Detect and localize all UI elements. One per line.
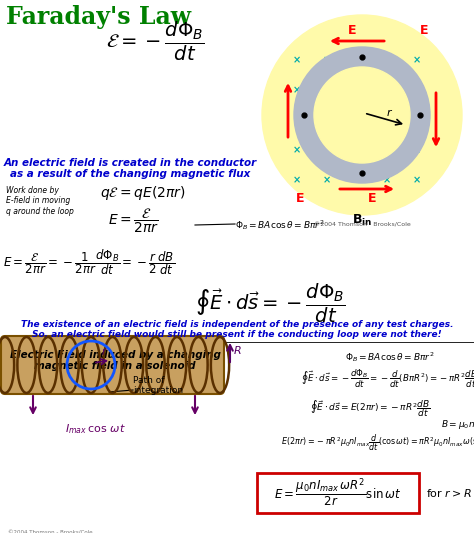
Circle shape	[314, 67, 410, 163]
Text: Electric Field induced by a changing: Electric Field induced by a changing	[9, 350, 220, 360]
Text: ×: ×	[323, 115, 331, 125]
Text: $R$: $R$	[233, 344, 242, 356]
Text: ×: ×	[293, 55, 301, 65]
Text: $q\mathcal{E} = qE(2\pi r)$: $q\mathcal{E} = qE(2\pi r)$	[100, 184, 186, 202]
Text: $\Phi_B = BA\cos\theta = B\pi r^2$: $\Phi_B = BA\cos\theta = B\pi r^2$	[345, 350, 435, 364]
Text: $r$: $r$	[386, 107, 393, 118]
Text: ×: ×	[353, 115, 361, 125]
Text: ×: ×	[413, 85, 421, 95]
Text: ×: ×	[293, 175, 301, 185]
Text: ×: ×	[383, 115, 391, 125]
Text: ×: ×	[353, 145, 361, 155]
Text: $\mathcal{E} = -\dfrac{d\Phi_B}{dt}$: $\mathcal{E} = -\dfrac{d\Phi_B}{dt}$	[106, 20, 204, 63]
Text: ×: ×	[383, 55, 391, 65]
Text: $E = \dfrac{\mathcal{E}}{2\pi r} = -\dfrac{1}{2\pi r}\dfrac{d\Phi_B}{dt} = -\dfr: $E = \dfrac{\mathcal{E}}{2\pi r} = -\dfr…	[3, 247, 175, 277]
FancyBboxPatch shape	[257, 473, 419, 513]
FancyBboxPatch shape	[1, 336, 224, 394]
Text: ×: ×	[383, 145, 391, 155]
Circle shape	[262, 15, 462, 215]
Text: ×: ×	[323, 175, 331, 185]
Text: for $r > R$: for $r > R$	[426, 487, 472, 499]
Text: $I_{max}\,\cos\,\omega t$: $I_{max}\,\cos\,\omega t$	[65, 422, 126, 436]
Text: ×: ×	[413, 55, 421, 65]
Text: ×: ×	[323, 55, 331, 65]
Text: Work done by
E-field in moving
q around the loop: Work done by E-field in moving q around …	[6, 186, 74, 216]
Text: $\mathbf{B_{in}}$: $\mathbf{B_{in}}$	[352, 213, 372, 228]
Text: ×: ×	[293, 115, 301, 125]
Text: ×: ×	[383, 85, 391, 95]
Text: E: E	[368, 192, 376, 206]
Text: ×: ×	[413, 175, 421, 185]
Text: $E = \dfrac{\mu_0 n I_{max}\,\omega R^2}{2r}\sin\omega t$: $E = \dfrac{\mu_0 n I_{max}\,\omega R^2}…	[274, 477, 402, 509]
Text: $r$: $r$	[101, 346, 107, 357]
Text: ×: ×	[413, 145, 421, 155]
Text: ×: ×	[323, 85, 331, 95]
Text: ©2004 Thomson - Brooks/Cole: ©2004 Thomson - Brooks/Cole	[8, 530, 92, 533]
Text: The existence of an electric field is independent of the presence of any test ch: The existence of an electric field is in…	[21, 320, 453, 329]
Text: ×: ×	[353, 55, 361, 65]
Text: Path of
integration: Path of integration	[133, 376, 183, 395]
Text: So, an electric field would still be present if the conducting loop were not the: So, an electric field would still be pre…	[32, 330, 442, 339]
Text: ×: ×	[413, 115, 421, 125]
Text: ×: ×	[323, 145, 331, 155]
Text: ×: ×	[383, 175, 391, 185]
Text: $E = \dfrac{\mathcal{E}}{2\pi r}$: $E = \dfrac{\mathcal{E}}{2\pi r}$	[108, 207, 159, 236]
Text: as a result of the changing magnetic flux: as a result of the changing magnetic flu…	[10, 169, 250, 179]
Text: ×: ×	[293, 85, 301, 95]
Text: $E(2\pi r) = -\pi R^2\mu_0 nI_{max}\dfrac{d}{dt}(\cos\omega t) = \pi R^2\mu_0 nI: $E(2\pi r) = -\pi R^2\mu_0 nI_{max}\dfra…	[281, 432, 474, 453]
Text: ×: ×	[353, 85, 361, 95]
Text: E: E	[348, 25, 356, 37]
Circle shape	[294, 47, 430, 183]
Text: $\Phi_B = BA\cos\theta = B\pi r^2$: $\Phi_B = BA\cos\theta = B\pi r^2$	[235, 218, 325, 232]
Text: $\oint \vec{E} \cdot d\vec{s} = -\dfrac{d\Phi_B}{dt}$: $\oint \vec{E} \cdot d\vec{s} = -\dfrac{…	[195, 282, 346, 325]
Text: ×: ×	[353, 175, 361, 185]
Text: $\oint\vec{E}\cdot d\vec{s} = -\dfrac{d\Phi_B}{dt} = -\dfrac{d}{dt}(B\pi R^2) = : $\oint\vec{E}\cdot d\vec{s} = -\dfrac{d\…	[301, 368, 474, 390]
Text: ×: ×	[293, 145, 301, 155]
Text: $B = \mu_0 nI$: $B = \mu_0 nI$	[441, 418, 474, 431]
Text: E: E	[420, 25, 428, 37]
Text: $\oint\vec{E}\cdot d\vec{s} = E(2\pi r) = -\pi R^2\dfrac{dB}{dt}$: $\oint\vec{E}\cdot d\vec{s} = E(2\pi r) …	[310, 398, 430, 419]
Text: ©2004 Thomson - Brooks/Cole: ©2004 Thomson - Brooks/Cole	[314, 222, 410, 227]
Text: An electric field is created in the conductor: An electric field is created in the cond…	[3, 158, 256, 168]
Text: Faraday's Law: Faraday's Law	[6, 5, 191, 29]
Text: E: E	[296, 192, 304, 206]
Text: magnetic field in a solenoid: magnetic field in a solenoid	[34, 361, 196, 371]
